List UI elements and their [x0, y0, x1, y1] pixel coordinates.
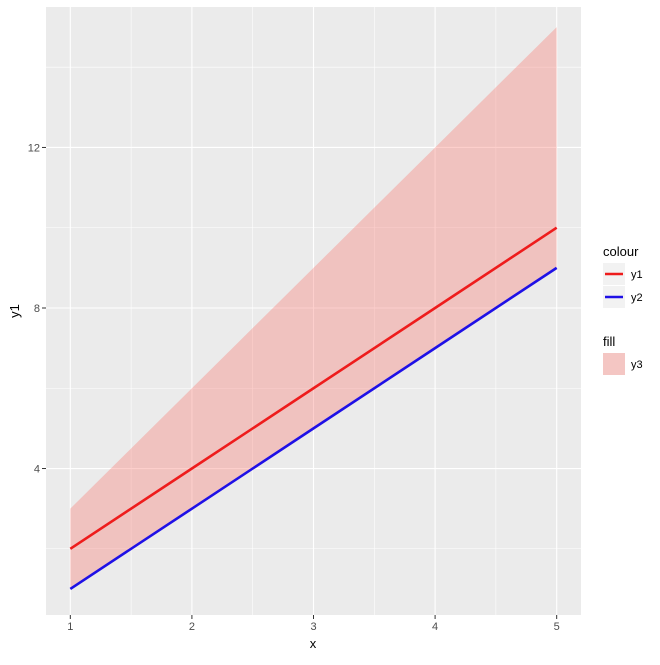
x-tick-label: 5 — [554, 621, 560, 633]
y-tick-label: 8 — [34, 303, 40, 315]
x-axis-title: x — [310, 636, 317, 651]
series-line-y2 — [69, 266, 558, 590]
x-tick-label: 4 — [432, 621, 438, 633]
legend-key-y3 — [603, 353, 625, 375]
x-tick-label: 3 — [310, 621, 316, 633]
legend-title: colour — [603, 244, 639, 259]
x-tick-label: 2 — [189, 621, 195, 633]
series-line-y1 — [69, 226, 558, 550]
y-axis-title: y1 — [7, 304, 22, 318]
legend-label: y2 — [631, 292, 643, 304]
legend-title: fill — [603, 334, 615, 349]
legend-key-bg — [603, 353, 625, 375]
y-tick-label: 4 — [34, 464, 40, 476]
x-tick-label: 1 — [67, 621, 73, 633]
ribbon-y3 — [70, 27, 557, 589]
data-layer — [69, 27, 558, 590]
legend-label: y1 — [631, 269, 643, 281]
legend-label: y3 — [631, 359, 643, 371]
legend: colour y1 y2 fill y3 — [603, 244, 643, 375]
y-tick-label: 12 — [28, 142, 40, 154]
grid — [46, 7, 581, 615]
